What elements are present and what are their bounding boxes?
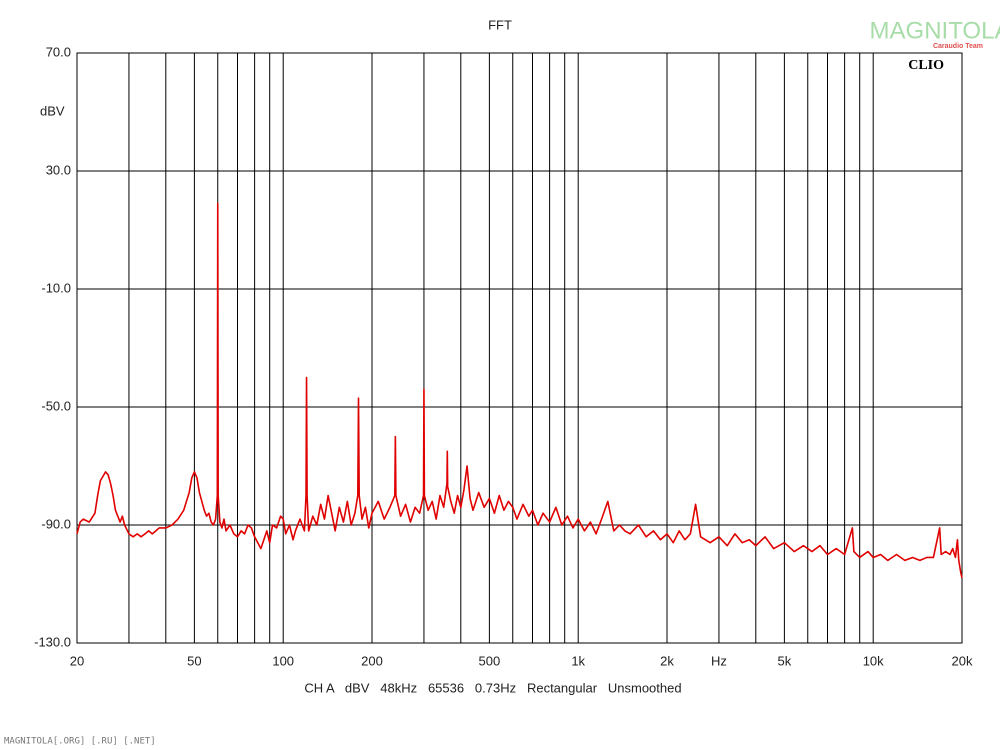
watermark-logo: MAGNITOLA [870, 17, 1000, 44]
x-tick-label: 200 [361, 653, 383, 668]
brand-label: CLIO [908, 58, 944, 73]
footer: CH A dBV 48kHz 65536 0.73Hz Rectangular … [304, 680, 681, 695]
watermark-tagline: Caraudio Team [933, 43, 983, 50]
y-tick-label: -50.0 [41, 398, 71, 413]
x-tick-label: Hz [711, 653, 727, 668]
y-tick-label: -10.0 [41, 280, 71, 295]
spectrum-line [76, 202, 963, 579]
y-tick-label: 70.0 [46, 44, 71, 59]
y-tick-label: -90.0 [41, 516, 71, 531]
y-tick-label: -130.0 [34, 634, 71, 649]
x-tick-label: 2k [660, 653, 674, 668]
y-unit-label: dBV [40, 103, 65, 118]
plot-area: 70.0 30.0 -10.0 -50.0 -90.0 -130.0 20 50 100 200 5… [34, 44, 973, 668]
footer-note: MAGNITOLA[.ORG] [.RU] [.NET] [4, 737, 156, 747]
x-tick-label: 5k [778, 653, 792, 668]
x-tick-label: 1k [571, 653, 585, 668]
x-tick-label: 20 [70, 653, 84, 668]
x-tick-label: 100 [272, 653, 294, 668]
plot-border [76, 52, 963, 644]
x-tick-label: 20k [952, 653, 973, 668]
y-tick-label: 30.0 [46, 162, 71, 177]
x-tick-label: 50 [187, 653, 201, 668]
x-tick-label: 10k [863, 653, 884, 668]
chart-title: FFT [488, 17, 512, 32]
x-tick-label: 500 [479, 653, 501, 668]
